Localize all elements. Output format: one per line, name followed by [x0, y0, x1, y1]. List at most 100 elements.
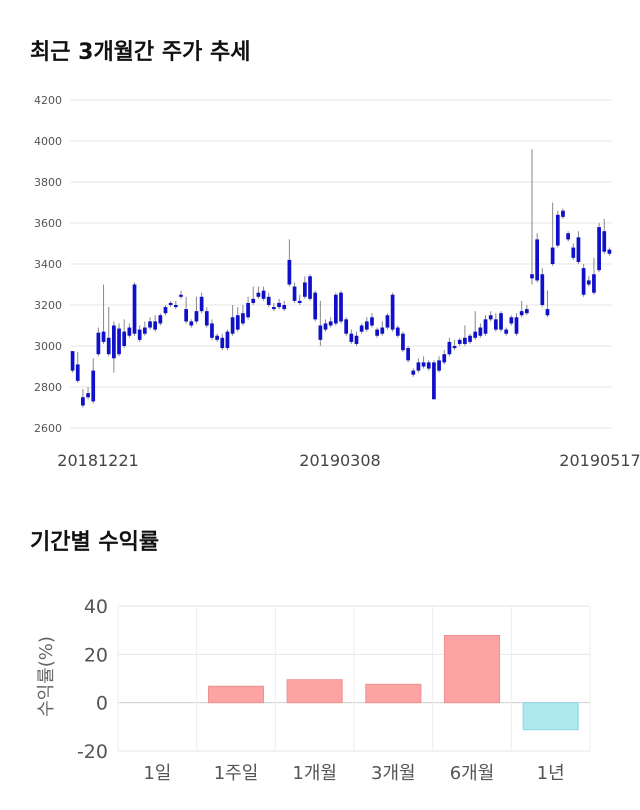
candle-body [592, 274, 596, 293]
period-return-title: 기간별 수익률 [30, 530, 160, 555]
candle-body [416, 362, 421, 371]
candle-body [313, 292, 318, 320]
y-tick-label: 3400 [34, 258, 62, 271]
candle-body [514, 317, 519, 334]
candle-body [571, 247, 576, 258]
candle-body [277, 302, 281, 308]
stock-candlestick-chart: 2600 2800 3000 3200 3400 3600 3800 4000 4200 2018… [34, 94, 640, 470]
y-tick-label: 3200 [34, 299, 62, 312]
candle-body [184, 309, 189, 322]
y-tick-label: 4200 [34, 94, 62, 107]
candle-body [406, 348, 410, 361]
candle-body [401, 333, 405, 351]
candle-body [266, 296, 271, 305]
candle-body [519, 311, 524, 316]
candle-body [81, 397, 85, 406]
candle-body [91, 370, 96, 402]
candle-body [499, 313, 503, 330]
candle-body [168, 302, 173, 305]
candle-body [204, 311, 209, 326]
x-tick-label: 20190308 [299, 451, 380, 470]
candle-body [602, 231, 607, 252]
candle-body [246, 302, 250, 318]
candle-body [235, 315, 240, 330]
candle-body [137, 329, 142, 340]
candle-body [411, 370, 416, 375]
x-tick-label: 20190517 [559, 451, 640, 470]
y-tick-label: 20 [84, 644, 108, 666]
candle-body [194, 311, 199, 322]
candle-body [530, 274, 534, 279]
candle-body [75, 364, 80, 381]
candle-body [153, 321, 158, 330]
y-tick-label: 2800 [34, 381, 62, 394]
x-tick-label: 20181221 [57, 451, 138, 470]
candle-body [86, 393, 90, 398]
candle-body [344, 319, 349, 334]
y-axis-label: 수익률(%) [36, 636, 57, 717]
candle-body [555, 214, 560, 246]
candle-body [308, 276, 312, 299]
candle-body [540, 274, 545, 305]
candle-body [370, 317, 374, 326]
candle-body [473, 331, 478, 338]
candle-body [256, 292, 261, 297]
candle-body [323, 323, 328, 330]
candle-body [106, 337, 111, 355]
candle-body [524, 309, 529, 314]
candle-body [158, 315, 163, 324]
candle-body [122, 331, 127, 346]
return-bar [207, 685, 265, 704]
return-bar [286, 679, 343, 704]
x-category-label: 1개월 [292, 763, 337, 784]
candle-body [142, 327, 147, 334]
candle-body [328, 321, 333, 326]
candle-body [179, 294, 183, 297]
candle-body [220, 337, 225, 349]
y-tick-label: 0 [96, 693, 108, 715]
y-tick-label: 2600 [34, 422, 62, 435]
candle-body [426, 362, 431, 369]
candle-body [230, 317, 235, 334]
y-tick-label: 3800 [34, 176, 62, 189]
candle-body [297, 300, 302, 303]
candle-body [375, 329, 379, 336]
stock-trend-title: 최근 3개월간 주가 추세 [30, 40, 251, 65]
y-tick-label: -20 [77, 741, 108, 763]
candle-body [333, 294, 338, 324]
x-category-label: 6개월 [450, 763, 495, 784]
candle-body [241, 313, 245, 324]
candle-body [127, 327, 132, 336]
candle-body [586, 280, 591, 285]
y-tick-label: 4000 [34, 135, 62, 148]
candle-body [349, 333, 354, 342]
candle-body [385, 315, 390, 328]
candle-body [215, 335, 219, 340]
candle-body [225, 331, 230, 349]
y-tick-label: 40 [84, 596, 108, 618]
candle-body [173, 305, 178, 308]
candle-body [442, 354, 447, 363]
candle-body [463, 337, 467, 344]
candle-body [581, 268, 586, 295]
candle-body [318, 325, 323, 340]
candle-body [282, 305, 287, 310]
candle-body [380, 327, 385, 334]
candle-body [96, 332, 101, 355]
return-bar [443, 634, 501, 704]
candle-body [292, 286, 297, 301]
candle-body [550, 247, 555, 264]
candle-body [287, 259, 292, 285]
candle-body [478, 327, 483, 336]
candle-body [468, 335, 472, 342]
candle-body [390, 294, 395, 330]
candle-body [272, 307, 276, 310]
candle-body [452, 346, 457, 349]
candle-body [359, 325, 364, 332]
x-category-label: 3개월 [371, 763, 416, 784]
candle-body [163, 307, 168, 314]
candle-body [70, 351, 75, 371]
candle-body [303, 282, 307, 297]
candle-body [509, 317, 514, 324]
